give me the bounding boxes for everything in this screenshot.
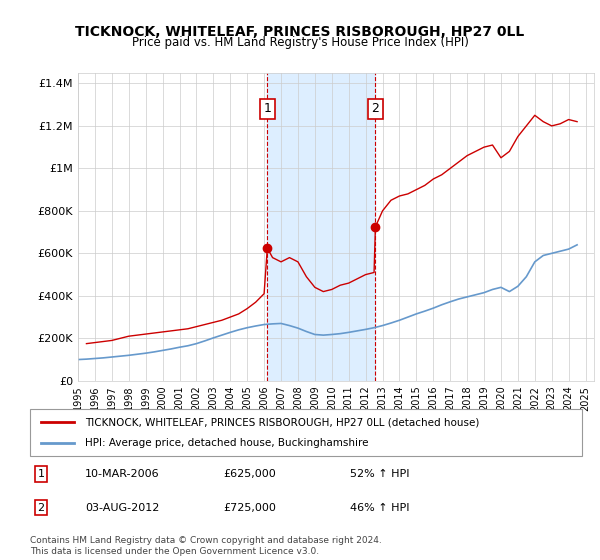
Text: 1: 1 — [38, 469, 44, 479]
Text: TICKNOCK, WHITELEAF, PRINCES RISBOROUGH, HP27 0LL (detached house): TICKNOCK, WHITELEAF, PRINCES RISBOROUGH,… — [85, 417, 479, 427]
Text: £625,000: £625,000 — [223, 469, 276, 479]
Text: 52% ↑ HPI: 52% ↑ HPI — [350, 469, 410, 479]
Text: £725,000: £725,000 — [223, 502, 276, 512]
Text: 2: 2 — [371, 102, 379, 115]
Text: 2: 2 — [37, 502, 44, 512]
FancyBboxPatch shape — [30, 409, 582, 456]
Text: 03-AUG-2012: 03-AUG-2012 — [85, 502, 160, 512]
Text: 10-MAR-2006: 10-MAR-2006 — [85, 469, 160, 479]
Text: Contains HM Land Registry data © Crown copyright and database right 2024.
This d: Contains HM Land Registry data © Crown c… — [30, 536, 382, 556]
Text: HPI: Average price, detached house, Buckinghamshire: HPI: Average price, detached house, Buck… — [85, 438, 368, 448]
Text: 1: 1 — [263, 102, 271, 115]
Text: TICKNOCK, WHITELEAF, PRINCES RISBOROUGH, HP27 0LL: TICKNOCK, WHITELEAF, PRINCES RISBOROUGH,… — [76, 25, 524, 39]
Text: 46% ↑ HPI: 46% ↑ HPI — [350, 502, 410, 512]
Text: Price paid vs. HM Land Registry's House Price Index (HPI): Price paid vs. HM Land Registry's House … — [131, 36, 469, 49]
Bar — [268, 73, 376, 381]
